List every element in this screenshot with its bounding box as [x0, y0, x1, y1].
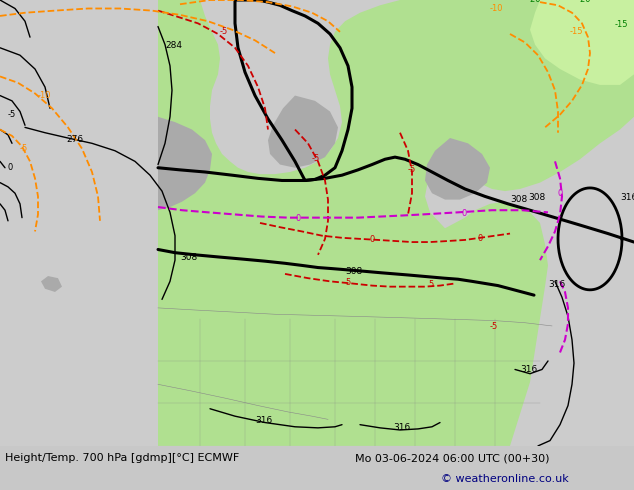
Text: Mo 03-06-2024 06:00 UTC (00+30): Mo 03-06-2024 06:00 UTC (00+30)	[355, 453, 550, 463]
Text: -10: -10	[490, 3, 503, 13]
Text: 0: 0	[558, 190, 563, 198]
Polygon shape	[41, 276, 62, 292]
Text: 316: 316	[520, 365, 537, 373]
Text: 0: 0	[462, 209, 467, 218]
Text: -5: -5	[408, 165, 417, 174]
Text: 276: 276	[67, 135, 84, 144]
Text: -15: -15	[570, 27, 583, 36]
Text: © weatheronline.co.uk: © weatheronline.co.uk	[441, 474, 568, 484]
Polygon shape	[158, 117, 212, 210]
Polygon shape	[268, 96, 338, 168]
Text: 316: 316	[393, 423, 410, 432]
Text: -20: -20	[528, 0, 541, 4]
Polygon shape	[158, 0, 634, 446]
Text: 5: 5	[345, 277, 350, 287]
Text: -5: -5	[312, 154, 320, 163]
Text: 308: 308	[345, 267, 362, 276]
Text: Height/Temp. 700 hPa [gdmp][°C] ECMWF: Height/Temp. 700 hPa [gdmp][°C] ECMWF	[5, 453, 239, 463]
Text: -5: -5	[8, 110, 16, 119]
Text: 0: 0	[370, 235, 375, 244]
Polygon shape	[530, 0, 634, 85]
Text: 316: 316	[255, 416, 272, 424]
Text: -10: -10	[38, 91, 51, 99]
Text: -5: -5	[20, 144, 29, 153]
Text: 308: 308	[510, 195, 527, 204]
Text: 0: 0	[8, 163, 13, 172]
Text: -5: -5	[220, 27, 228, 36]
Text: 284: 284	[165, 41, 182, 50]
Polygon shape	[425, 138, 490, 199]
Text: 308: 308	[180, 253, 197, 262]
Text: 316: 316	[620, 193, 634, 201]
Text: 0: 0	[295, 214, 301, 223]
Text: 308: 308	[528, 193, 545, 201]
Text: 316: 316	[548, 280, 566, 289]
Text: -5: -5	[490, 322, 498, 331]
Text: 5: 5	[428, 280, 433, 289]
Text: 0: 0	[478, 234, 483, 243]
Text: -15: -15	[615, 20, 628, 28]
Text: -20: -20	[578, 0, 592, 4]
